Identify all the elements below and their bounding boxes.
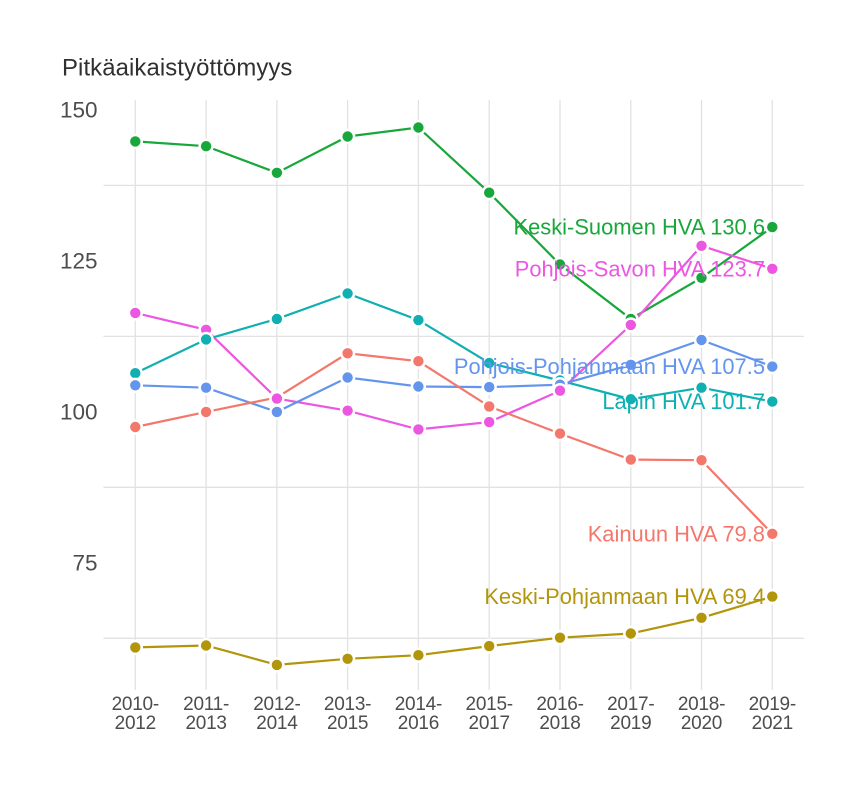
svg-text:75: 75 bbox=[72, 551, 97, 576]
svg-text:Pohjois-Savon HVA 123.7: Pohjois-Savon HVA 123.7 bbox=[515, 256, 765, 281]
svg-text:2019-: 2019- bbox=[749, 694, 796, 715]
svg-text:Kainuun HVA 79.8: Kainuun HVA 79.8 bbox=[588, 521, 765, 546]
svg-text:2017-: 2017- bbox=[607, 694, 654, 715]
svg-text:2012: 2012 bbox=[115, 713, 156, 734]
svg-text:150: 150 bbox=[60, 98, 98, 123]
svg-text:Lapin HVA 101.7: Lapin HVA 101.7 bbox=[602, 389, 765, 414]
svg-text:2013: 2013 bbox=[185, 713, 226, 734]
svg-text:Keski-Suomen HVA 130.6: Keski-Suomen HVA 130.6 bbox=[514, 215, 765, 240]
svg-text:Pitkäaikaistyöttömyys: Pitkäaikaistyöttömyys bbox=[62, 55, 292, 82]
svg-text:2016-: 2016- bbox=[536, 694, 583, 715]
svg-text:2014: 2014 bbox=[256, 713, 298, 734]
svg-text:2019: 2019 bbox=[610, 713, 651, 734]
svg-text:2010-: 2010- bbox=[112, 694, 159, 715]
svg-text:2017: 2017 bbox=[469, 713, 510, 734]
svg-text:125: 125 bbox=[60, 249, 98, 274]
svg-text:2020: 2020 bbox=[681, 713, 722, 734]
svg-text:Pohjois-Pohjanmaan HVA 107.5: Pohjois-Pohjanmaan HVA 107.5 bbox=[454, 354, 765, 379]
svg-text:2018: 2018 bbox=[539, 713, 580, 734]
svg-text:2016: 2016 bbox=[398, 713, 439, 734]
svg-text:Keski-Pohjanmaan HVA 69.4: Keski-Pohjanmaan HVA 69.4 bbox=[484, 584, 765, 609]
svg-text:2018-: 2018- bbox=[678, 694, 725, 715]
svg-text:2015-: 2015- bbox=[466, 694, 513, 715]
svg-text:100: 100 bbox=[60, 400, 98, 425]
svg-text:2014-: 2014- bbox=[395, 694, 442, 715]
svg-text:2021: 2021 bbox=[752, 713, 793, 734]
svg-text:2012-: 2012- bbox=[253, 694, 300, 715]
svg-text:2015: 2015 bbox=[327, 713, 368, 734]
svg-text:2011-: 2011- bbox=[183, 694, 229, 715]
svg-text:2013-: 2013- bbox=[324, 694, 371, 715]
